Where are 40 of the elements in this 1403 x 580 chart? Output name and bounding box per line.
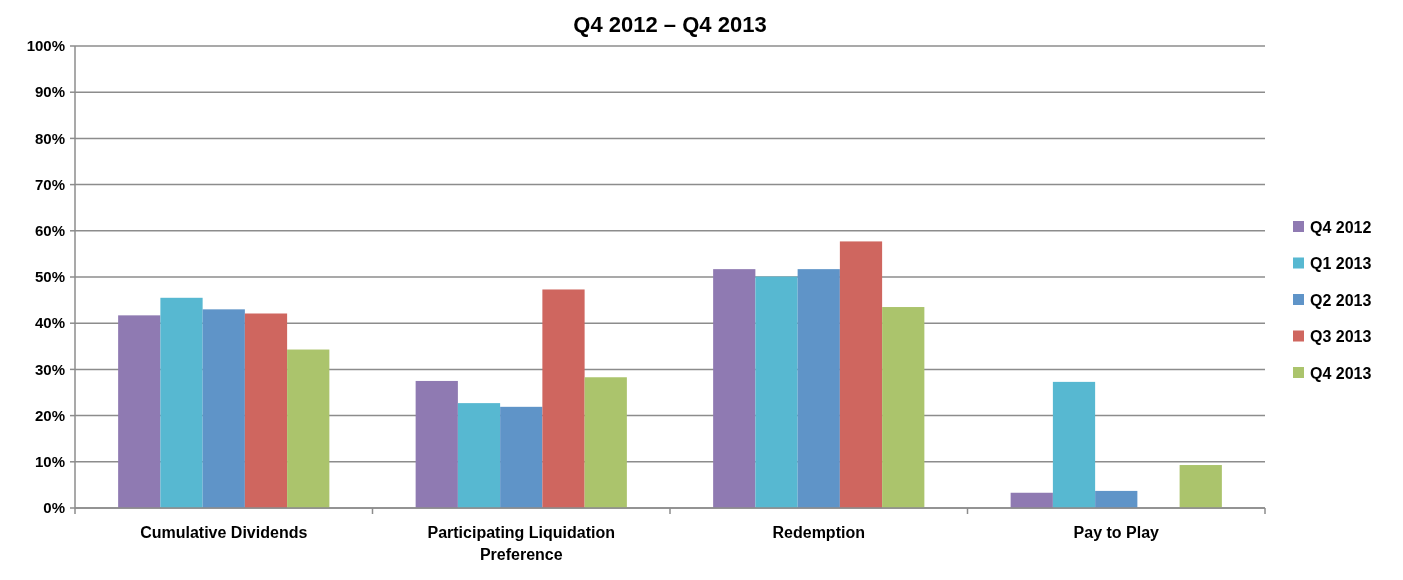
legend-label: Q4 2013 bbox=[1310, 364, 1372, 382]
bar bbox=[1010, 492, 1053, 508]
bar bbox=[839, 241, 883, 508]
x-tick-label: Cumulative Dividends bbox=[140, 524, 308, 541]
bar bbox=[160, 297, 203, 508]
bar bbox=[1179, 465, 1222, 508]
x-tick-label: Redemption bbox=[772, 524, 865, 541]
bar bbox=[287, 349, 330, 508]
legend-label: Q3 2013 bbox=[1310, 328, 1372, 346]
bar bbox=[1052, 381, 1096, 508]
bar bbox=[415, 380, 458, 508]
y-tick-label: 10% bbox=[34, 453, 65, 471]
y-tick-label: 80% bbox=[34, 129, 65, 147]
y-tick-label: 50% bbox=[34, 268, 65, 286]
x-tick-label: Pay to Play bbox=[1073, 524, 1160, 541]
y-tick-label: 30% bbox=[34, 360, 65, 378]
legend-label: Q4 2012 bbox=[1310, 218, 1372, 236]
bar bbox=[500, 406, 543, 508]
bar bbox=[118, 315, 161, 508]
bar bbox=[713, 269, 756, 508]
x-tick-label: Participating Liquidation Preference bbox=[427, 524, 616, 563]
bar bbox=[202, 309, 245, 508]
legend-label: Q1 2013 bbox=[1310, 255, 1372, 273]
bar bbox=[1095, 490, 1138, 508]
y-tick-label: 20% bbox=[34, 406, 65, 424]
bar bbox=[755, 276, 798, 508]
y-tick-label: 90% bbox=[34, 83, 65, 101]
bar bbox=[797, 269, 840, 508]
y-tick-label: 60% bbox=[34, 222, 65, 240]
chart-title: Q4 2012 – Q4 2013 bbox=[573, 12, 767, 37]
y-tick-label: 40% bbox=[34, 314, 65, 332]
bar bbox=[882, 307, 925, 508]
bar bbox=[542, 289, 585, 508]
y-tick-label: 70% bbox=[34, 175, 65, 193]
y-tick-label: 100% bbox=[26, 37, 65, 55]
bar bbox=[244, 313, 288, 508]
legend-label: Q2 2013 bbox=[1310, 291, 1372, 309]
bar bbox=[584, 377, 627, 508]
bar bbox=[457, 403, 501, 508]
y-tick-label: 0% bbox=[43, 499, 65, 517]
